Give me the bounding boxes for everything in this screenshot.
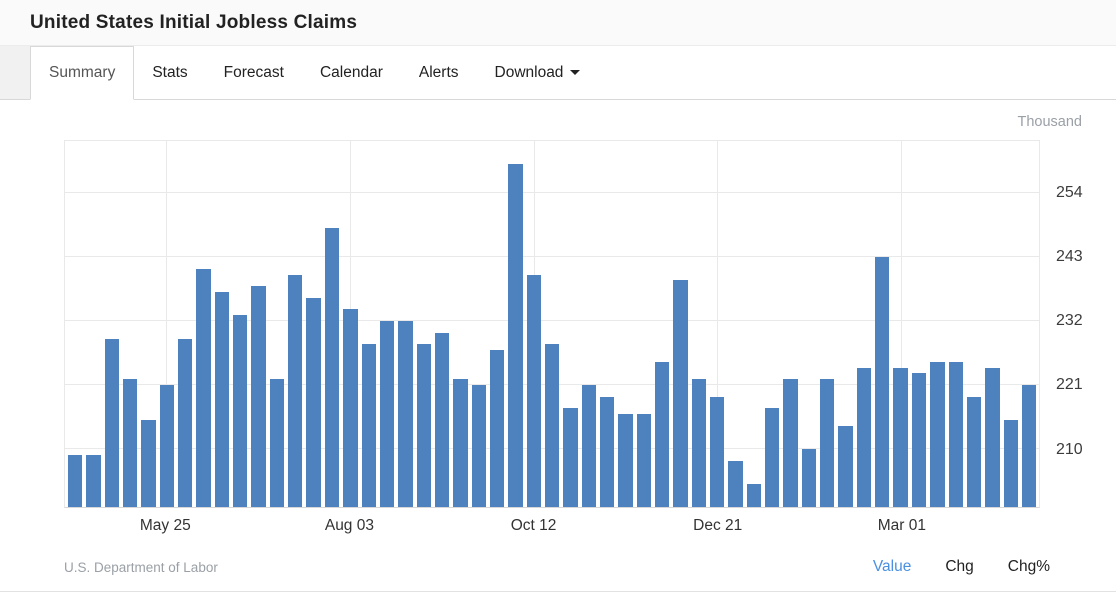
y-tick-label: 232	[1056, 312, 1083, 330]
y-tick-label: 210	[1056, 440, 1083, 458]
x-tick-label: Mar 01	[877, 517, 926, 534]
gridline-vertical	[166, 141, 168, 507]
gridline-horizontal	[65, 192, 1039, 194]
chart-panel: Thousand 210 221 232 243 254 May 25 Aug 03 Oct…	[0, 100, 1116, 544]
bar[interactable]	[288, 274, 303, 507]
bar[interactable]	[856, 367, 872, 507]
bar[interactable]	[875, 257, 890, 507]
chg-percent-toggle-link[interactable]: Chg%	[1007, 558, 1050, 575]
bar[interactable]	[746, 483, 762, 507]
source-attribution: U.S. Department of Labor	[64, 559, 218, 575]
bar[interactable]	[379, 321, 395, 507]
bars-layer	[65, 141, 1039, 507]
page-title: United States Initial Jobless Claims	[30, 11, 358, 33]
bar[interactable]	[765, 408, 780, 507]
chart-footer: U.S. Department of Labor Value Chg Chg%	[0, 544, 1116, 576]
tab-forecast[interactable]: Forecast	[206, 46, 302, 99]
tab-download[interactable]: Download	[477, 46, 599, 99]
x-axis: May 25 Aug 03 Oct 12 Dec 21 Mar 01	[64, 508, 1040, 544]
y-tick-label: 243	[1056, 247, 1083, 265]
bar[interactable]	[104, 338, 120, 507]
bar[interactable]	[1003, 419, 1018, 507]
bar[interactable]	[966, 396, 982, 507]
tab-alerts-label: Alerts	[418, 63, 459, 81]
bar[interactable]	[930, 361, 945, 507]
bar[interactable]	[618, 414, 633, 507]
x-tick-label: Aug 03	[324, 517, 374, 534]
bar[interactable]	[820, 379, 835, 507]
tab-bar-spacer	[0, 46, 30, 99]
bar[interactable]	[801, 448, 817, 507]
bar[interactable]	[563, 408, 578, 507]
x-tick-label: May 25	[139, 517, 191, 534]
y-axis: 210 221 232 243 254	[1040, 140, 1114, 508]
bar[interactable]	[68, 454, 83, 507]
x-tick-label: Oct 12	[510, 517, 557, 534]
tab-calendar[interactable]: Calendar	[302, 46, 401, 99]
bar[interactable]	[526, 274, 541, 507]
value-toggle-link[interactable]: Value	[872, 558, 912, 575]
gridline-horizontal	[65, 256, 1039, 258]
gridline-vertical	[901, 141, 903, 507]
bar[interactable]	[214, 292, 230, 507]
bar[interactable]	[416, 344, 431, 507]
caret-down-icon	[570, 70, 581, 75]
gridline-horizontal	[65, 320, 1039, 322]
bar[interactable]	[251, 286, 266, 507]
bar[interactable]	[948, 361, 963, 507]
tab-summary[interactable]: Summary	[30, 46, 135, 100]
tab-stats[interactable]: Stats	[134, 46, 205, 99]
bar[interactable]	[544, 344, 560, 507]
bar[interactable]	[324, 228, 340, 507]
y-tick-label: 254	[1056, 183, 1083, 201]
bar[interactable]	[233, 315, 248, 507]
bar[interactable]	[489, 350, 505, 507]
chart-unit-label: Thousand	[1017, 114, 1083, 130]
bar[interactable]	[471, 385, 486, 507]
bar[interactable]	[434, 332, 450, 507]
bar[interactable]	[911, 373, 927, 507]
bar[interactable]	[655, 361, 670, 507]
bar[interactable]	[159, 385, 175, 507]
bar[interactable]	[123, 379, 138, 507]
gridline-vertical	[717, 141, 719, 507]
bar[interactable]	[728, 460, 743, 507]
bar[interactable]	[691, 379, 707, 507]
title-bar: United States Initial Jobless Claims	[0, 0, 1116, 46]
bar[interactable]	[636, 414, 651, 507]
tab-download-label: Download	[494, 63, 564, 81]
chg-toggle-link[interactable]: Chg	[945, 558, 974, 575]
bar[interactable]	[838, 425, 853, 507]
tab-alerts[interactable]: Alerts	[401, 46, 477, 99]
bar[interactable]	[783, 379, 798, 507]
plot-area	[64, 140, 1040, 508]
bar[interactable]	[453, 379, 468, 507]
bar[interactable]	[893, 367, 908, 507]
bar[interactable]	[306, 297, 321, 507]
bar[interactable]	[985, 367, 1000, 507]
y-tick-label: 221	[1056, 376, 1083, 394]
bar[interactable]	[398, 321, 413, 507]
bar[interactable]	[673, 280, 688, 507]
tab-bar: Summary Stats Forecast Calendar Alerts D…	[0, 46, 1116, 100]
bar[interactable]	[343, 309, 358, 507]
bar[interactable]	[710, 396, 725, 507]
bar[interactable]	[86, 454, 101, 507]
footer-links: Value Chg Chg%	[873, 558, 1050, 576]
tab-stats-label: Stats	[152, 63, 188, 81]
bar[interactable]	[269, 379, 285, 507]
bar[interactable]	[361, 344, 376, 507]
bar[interactable]	[599, 396, 615, 507]
tab-forecast-label: Forecast	[223, 63, 284, 81]
bar[interactable]	[141, 419, 156, 507]
tab-summary-label: Summary	[49, 64, 116, 81]
bar[interactable]	[1021, 385, 1037, 507]
tab-calendar-label: Calendar	[319, 63, 383, 81]
bar[interactable]	[581, 385, 596, 507]
plot-row: 210 221 232 243 254	[64, 140, 1083, 508]
bar[interactable]	[196, 268, 211, 507]
bar[interactable]	[178, 338, 193, 507]
x-tick-label: Dec 21	[693, 517, 743, 534]
bar[interactable]	[508, 164, 523, 507]
